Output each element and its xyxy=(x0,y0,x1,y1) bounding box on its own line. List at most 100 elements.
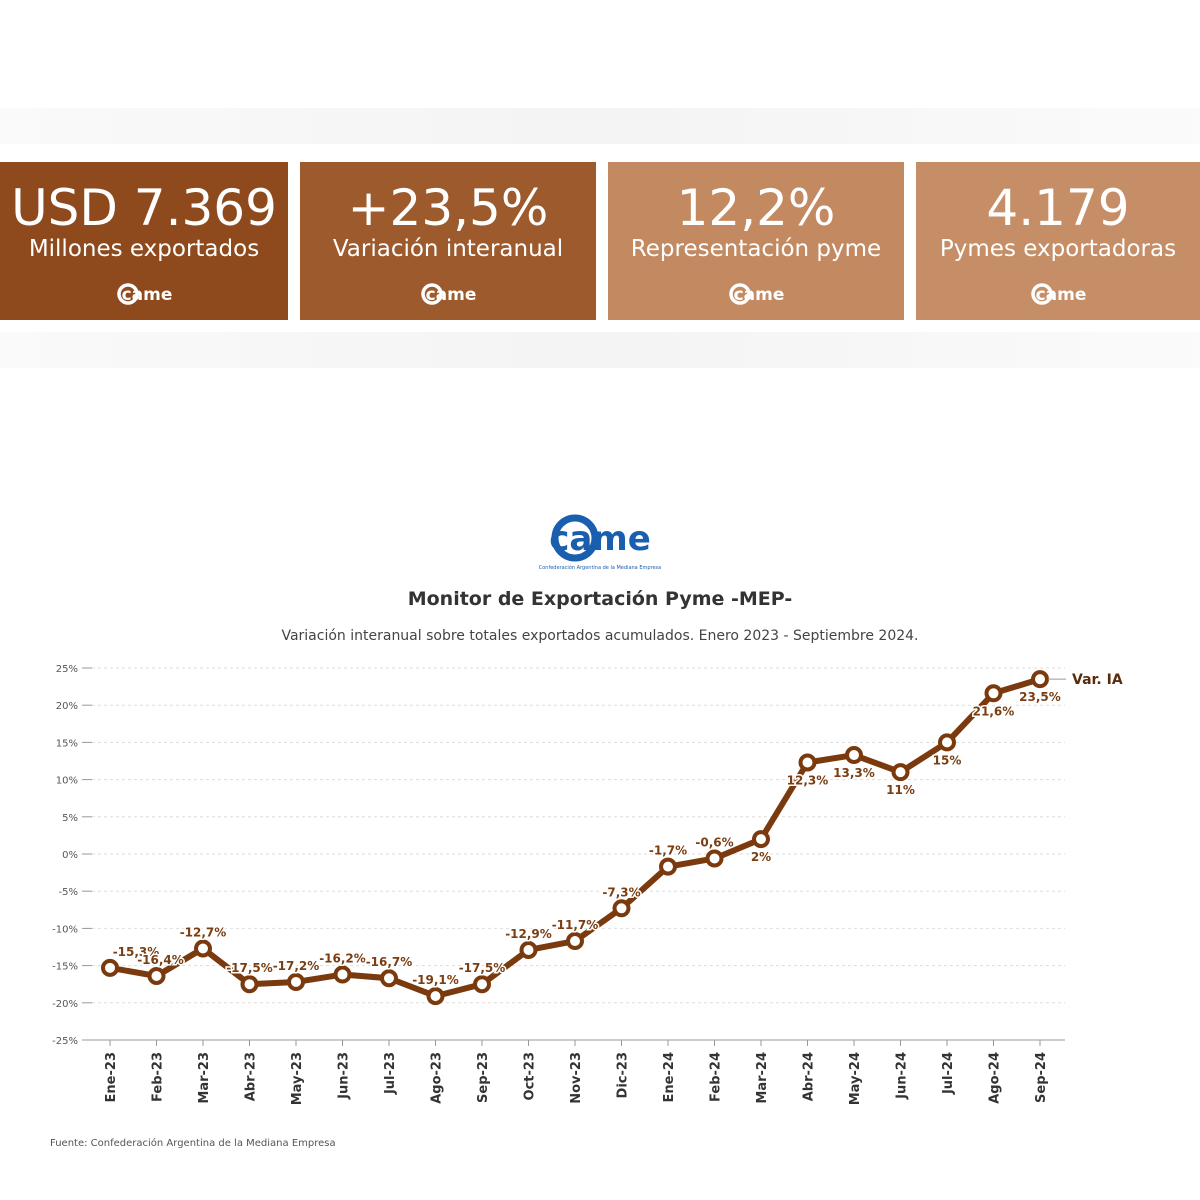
kpi-value: 12,2% xyxy=(676,179,836,237)
chart-title: Monitor de Exportación Pyme -MEP- xyxy=(408,588,793,610)
y-tick-label: -20% xyxy=(52,999,78,1010)
data-point xyxy=(705,849,724,868)
data-label: 15% xyxy=(933,753,962,767)
data-point xyxy=(659,857,677,876)
x-tick-label: Mar-24 xyxy=(755,1052,770,1104)
data-label: -16,2% xyxy=(319,952,366,966)
x-tick-label: Oct-23 xyxy=(523,1052,538,1100)
data-point xyxy=(426,987,445,1006)
series-name-label: Var. IA xyxy=(1072,672,1123,688)
kpi-card-variation: +23,5% Variación interanual came xyxy=(300,162,596,320)
came-logo-icon: came xyxy=(916,280,1200,308)
data-label: -17,5% xyxy=(459,961,506,975)
data-label: -7,3% xyxy=(602,885,640,899)
data-point xyxy=(891,763,910,782)
y-axis-ticks: 25% 20% 15% 10% 5% 0% -5% -10% -15% -20% -25% xyxy=(52,664,78,1047)
svg-text:came: came xyxy=(734,285,785,305)
data-label: 23,5% xyxy=(1019,690,1061,704)
came-logo-icon: came xyxy=(0,280,288,308)
chart-subtitle: Variación interanual sobre totales expor… xyxy=(281,628,918,644)
data-label: -0,6% xyxy=(695,835,733,849)
data-label: -16,4% xyxy=(137,953,184,967)
x-tick-label: May-24 xyxy=(848,1052,863,1105)
data-label: 12,3% xyxy=(787,773,829,787)
x-tick-label: Mar-23 xyxy=(197,1052,212,1104)
data-label: -15,3% xyxy=(113,945,160,959)
kpi-label: Millones exportados xyxy=(28,236,260,262)
y-tick-label: 5% xyxy=(62,813,78,824)
data-label: -12,7% xyxy=(180,925,227,939)
x-tick-label: Jul-24 xyxy=(941,1052,956,1095)
data-label: -12,9% xyxy=(505,927,552,941)
data-point xyxy=(380,969,398,988)
line-chart: came Confederación Argentina de la Media… xyxy=(50,514,1123,1149)
data-label: -1,7% xyxy=(649,844,687,858)
data-point xyxy=(240,975,259,994)
x-tick-label: Nov-23 xyxy=(569,1052,584,1104)
data-point xyxy=(194,939,212,958)
data-label: 13,3% xyxy=(833,766,875,780)
data-point xyxy=(333,965,352,984)
y-tick-label: -5% xyxy=(59,887,78,898)
x-tick-label: Ene-24 xyxy=(662,1052,677,1102)
kpi-row: USD 7.369 Millones exportados came +23,5… xyxy=(0,162,1200,320)
data-label: -17,2% xyxy=(273,959,320,973)
series-points xyxy=(101,670,1049,1006)
data-point xyxy=(984,684,1003,703)
x-axis-ticks: Ene-23 Feb-23 Mar-23 Abr-23 May-23 Jun-23 Jul-… xyxy=(104,1040,1049,1105)
kpi-label: Pymes exportadoras xyxy=(939,236,1177,262)
data-point xyxy=(612,899,631,918)
y-tick-label: 20% xyxy=(56,701,78,712)
came-logo-icon: came xyxy=(608,280,904,308)
y-tick-label: -10% xyxy=(52,924,78,935)
data-point xyxy=(845,746,863,765)
x-tick-label: Abr-24 xyxy=(802,1052,817,1101)
came-logo-word: came xyxy=(549,519,651,559)
kpi-value: USD 7.369 xyxy=(11,179,277,237)
kpi-card-exports: USD 7.369 Millones exportados came xyxy=(0,162,288,320)
data-label: 21,6% xyxy=(973,704,1015,718)
x-tick-label: Ago-24 xyxy=(988,1052,1003,1104)
blurred-text-band-bottom xyxy=(0,332,1200,368)
kpi-label: Variación interanual xyxy=(332,236,564,262)
svg-text:came: came xyxy=(1036,285,1087,305)
data-point xyxy=(101,958,119,977)
data-point xyxy=(798,753,817,772)
y-tick-label: 15% xyxy=(56,738,78,749)
kpi-card-exporters: 4.179 Pymes exportadoras came xyxy=(916,162,1200,320)
y-tick-label: 10% xyxy=(56,776,78,787)
kpi-value: 4.179 xyxy=(986,179,1130,237)
came-logo-icon: came xyxy=(300,280,596,308)
came-logo-ring xyxy=(551,514,599,562)
x-tick-label: Ago-23 xyxy=(430,1052,445,1104)
svg-text:came: came xyxy=(122,285,173,305)
data-label: -11,7% xyxy=(552,918,599,932)
data-label: 2% xyxy=(751,850,771,864)
kpi-label: Representación pyme xyxy=(630,236,882,262)
y-tick-label: 0% xyxy=(62,850,78,861)
data-point xyxy=(752,830,770,849)
chart-source: Fuente: Confederación Argentina de la Me… xyxy=(50,1137,336,1149)
data-label: -16,7% xyxy=(366,955,413,969)
x-tick-label: Feb-23 xyxy=(151,1052,166,1102)
x-tick-label: Dic-23 xyxy=(616,1052,631,1098)
data-point xyxy=(566,932,584,951)
y-tick-label: -25% xyxy=(52,1036,78,1047)
x-tick-label: Sep-24 xyxy=(1034,1052,1049,1103)
kpi-value: +23,5% xyxy=(347,179,549,237)
gridlines xyxy=(82,667,1065,1041)
x-tick-label: Jun-24 xyxy=(895,1052,910,1100)
came-logo-tagline: Confederación Argentina de la Mediana Em… xyxy=(539,564,661,571)
data-point xyxy=(287,972,305,991)
data-label: -19,1% xyxy=(412,973,459,987)
data-point xyxy=(147,967,166,986)
x-tick-label: Jun-23 xyxy=(337,1052,352,1100)
y-tick-label: 25% xyxy=(56,664,78,675)
data-label: 11% xyxy=(886,783,915,797)
kpi-card-sme-share: 12,2% Representación pyme came xyxy=(608,162,904,320)
data-point xyxy=(519,940,538,959)
x-tick-label: Feb-24 xyxy=(709,1052,724,1102)
data-point xyxy=(938,733,956,752)
data-label: -17,5% xyxy=(226,961,273,975)
svg-text:came: came xyxy=(426,285,477,305)
